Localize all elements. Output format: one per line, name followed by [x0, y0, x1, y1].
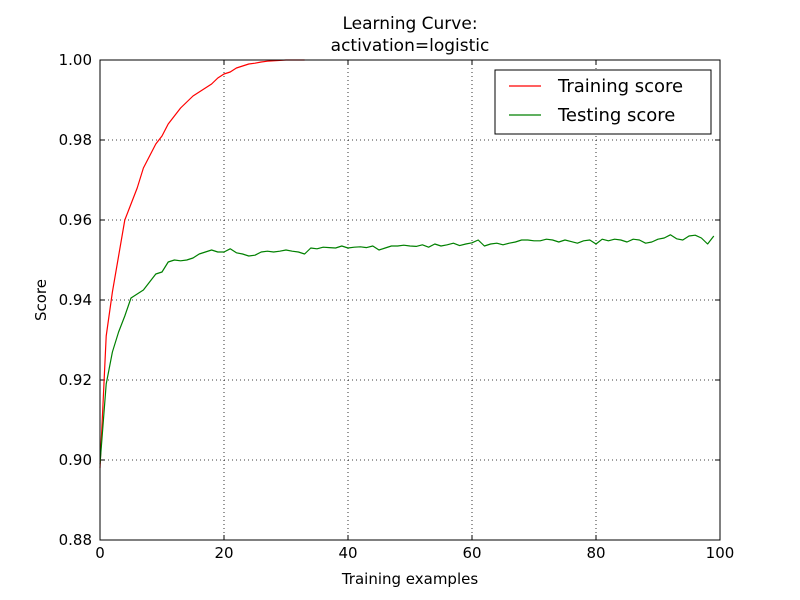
- x-tick-labels: 0 20 40 60 80 100: [95, 544, 734, 562]
- chart-subtitle: activation=logistic: [331, 36, 490, 56]
- legend: Training score Testing score: [494, 69, 712, 135]
- y-tick-label: 0.96: [59, 211, 92, 229]
- y-axis-label: Score: [32, 279, 50, 321]
- y-tick-label: 0.98: [59, 131, 92, 149]
- chart-title: Learning Curve:: [342, 14, 477, 34]
- y-tick-label: 0.94: [59, 291, 92, 309]
- x-tick-label: 20: [214, 544, 233, 562]
- series-line-training-score: [99, 59, 305, 469]
- legend-label-testing-score: Testing score: [557, 105, 675, 126]
- y-tick-label: 0.90: [59, 451, 92, 469]
- y-tick-label: 0.88: [59, 531, 92, 549]
- x-tick-label: 60: [462, 544, 481, 562]
- y-tick-label: 0.92: [59, 371, 92, 389]
- plot-area-frame: [99, 59, 721, 541]
- series-line-testing-score: [99, 234, 715, 465]
- x-axis-label: Training examples: [341, 570, 479, 588]
- y-tick-labels: 0.88 0.90 0.92 0.94 0.96 0.98 1.00: [59, 51, 92, 549]
- legend-box: [494, 69, 712, 135]
- x-tick-label: 100: [706, 544, 735, 562]
- x-tick-label: 40: [338, 544, 357, 562]
- x-tick-label: 80: [586, 544, 605, 562]
- y-tick-label: 1.00: [59, 51, 92, 69]
- x-tick-label: 0: [95, 544, 105, 562]
- legend-label-training-score: Training score: [557, 76, 683, 97]
- plot-lines: [99, 59, 715, 469]
